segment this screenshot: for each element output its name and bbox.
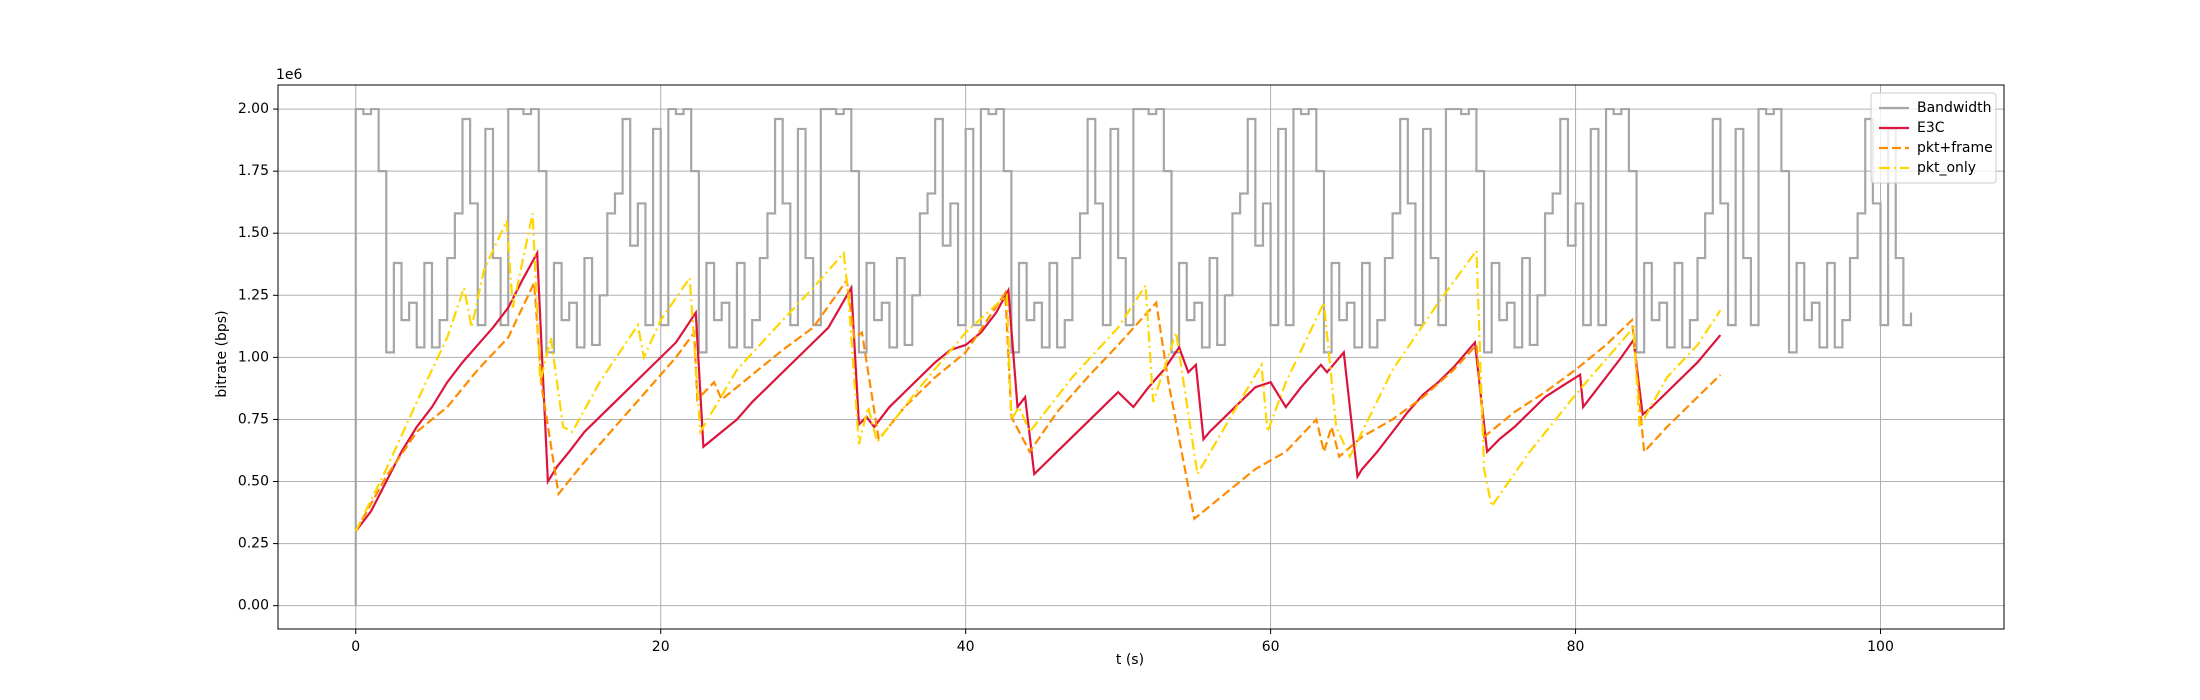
data-line (354, 249, 1722, 532)
data-line (354, 107, 1913, 606)
legend-label: E3C (1917, 120, 1945, 136)
legend-label: pkt+frame (1917, 140, 1993, 156)
y-offset-label: 1e6 (276, 67, 303, 83)
y-axis-label: bitrate (bps) (214, 310, 230, 397)
y-tick-label: 0.00 (238, 598, 269, 614)
x-axis-label: t (s) (1116, 652, 1144, 668)
x-tick-label: 20 (652, 639, 670, 655)
legend: Bandwidth E3C pkt+frame pkt_only (1870, 92, 1997, 184)
x-tick-label: 0 (351, 639, 360, 655)
y-tick-label: 0.75 (238, 411, 269, 427)
legend-label: pkt_only (1917, 160, 1976, 176)
plot-frame (277, 84, 2005, 630)
legend-box (1870, 92, 1997, 184)
y-tick-label: 2.00 (238, 101, 269, 117)
y-tick-label: 0.50 (238, 474, 269, 490)
y-tick-label: 1.25 (238, 287, 269, 303)
x-tick-label: 60 (1262, 639, 1280, 655)
y-tick-label: 1.00 (238, 349, 269, 365)
x-tick-label: 100 (1867, 639, 1894, 655)
y-tick-label: 1.75 (238, 163, 269, 179)
y-tick-label: 0.25 (238, 536, 269, 552)
x-tick-label: 40 (957, 639, 975, 655)
y-tick-label: 1.50 (238, 225, 269, 241)
data-line (354, 213, 1722, 532)
x-tick-label: 80 (1567, 639, 1585, 655)
legend-label: Bandwidth (1917, 100, 1992, 116)
